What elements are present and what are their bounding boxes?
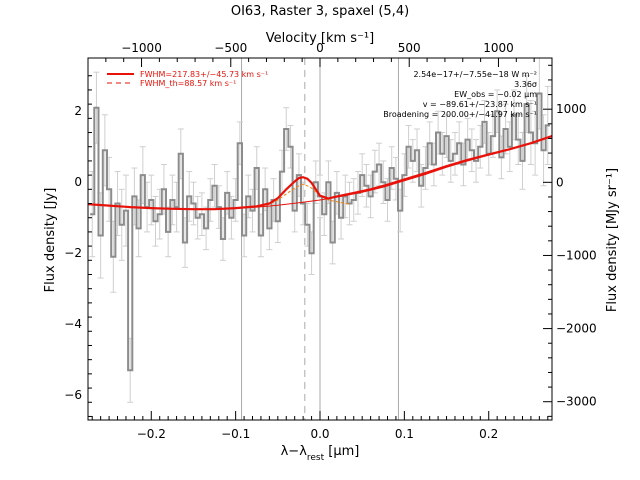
annotation-text: 2.54e−17+/−7.55e−18 W m⁻²	[413, 70, 537, 79]
chart-title: OI63, Raster 3, spaxel (5,4)	[231, 4, 409, 19]
x-tick-label: 0.0	[310, 427, 329, 441]
legend-label: FWHM=217.83+/−45.73 km s⁻¹	[140, 70, 268, 79]
top-tick-label: −1000	[121, 41, 162, 55]
plot-area	[88, 58, 552, 420]
y-tick-label: 0	[74, 175, 82, 189]
legend: FWHM=217.83+/−45.73 km s⁻¹FWHM_th=88.57 …	[107, 70, 268, 88]
y-tick-label: −6	[64, 388, 82, 402]
right-tick-label: 1000	[556, 102, 587, 116]
right-axis-label: Flux density [MJy sr⁻¹]	[605, 168, 620, 312]
x-tick-label: 0.1	[395, 427, 414, 441]
legend-label: FWHM_th=88.57 km s⁻¹	[140, 79, 236, 88]
top-tick-label: 500	[398, 41, 421, 55]
right-tick-label: 0	[556, 175, 564, 189]
x-tick-label: −0.2	[137, 427, 166, 441]
right-tick-label: −3000	[556, 395, 597, 409]
top-tick-label: −500	[214, 41, 247, 55]
y-axis-label: Flux density [Jy]	[43, 188, 58, 293]
x-tick-label: 0.2	[479, 427, 498, 441]
annotation-text: Broadening = 200.00+/−41.97 km s⁻¹	[383, 110, 537, 119]
right-tick-label: −2000	[556, 322, 597, 336]
top-tick-label: 0	[316, 41, 324, 55]
top-axis-label: Velocity [km s⁻¹]	[266, 31, 374, 46]
annotation-text: v = −89.61+/−23.87 km s⁻¹	[423, 100, 537, 109]
annotation-text: EW_obs = −0.02 μm	[454, 90, 537, 99]
top-tick-label: 1000	[483, 41, 514, 55]
x-axis-label: λ−λrest [μm]	[281, 444, 360, 463]
y-tick-label: 2	[74, 104, 82, 118]
right-tick-label: −1000	[556, 248, 597, 262]
plot-content	[88, 58, 552, 420]
annotation-text: 3.36σ	[514, 80, 537, 89]
x-tick-label: −0.1	[221, 427, 250, 441]
y-tick-label: −4	[64, 317, 82, 331]
y-tick-label: −2	[64, 246, 82, 260]
axes: −0.2 −0.1 0.0 0.1 0.2 −1000 −500 0 500 1000 −6 −4 −2…	[64, 41, 596, 441]
total-fit	[88, 135, 552, 211]
